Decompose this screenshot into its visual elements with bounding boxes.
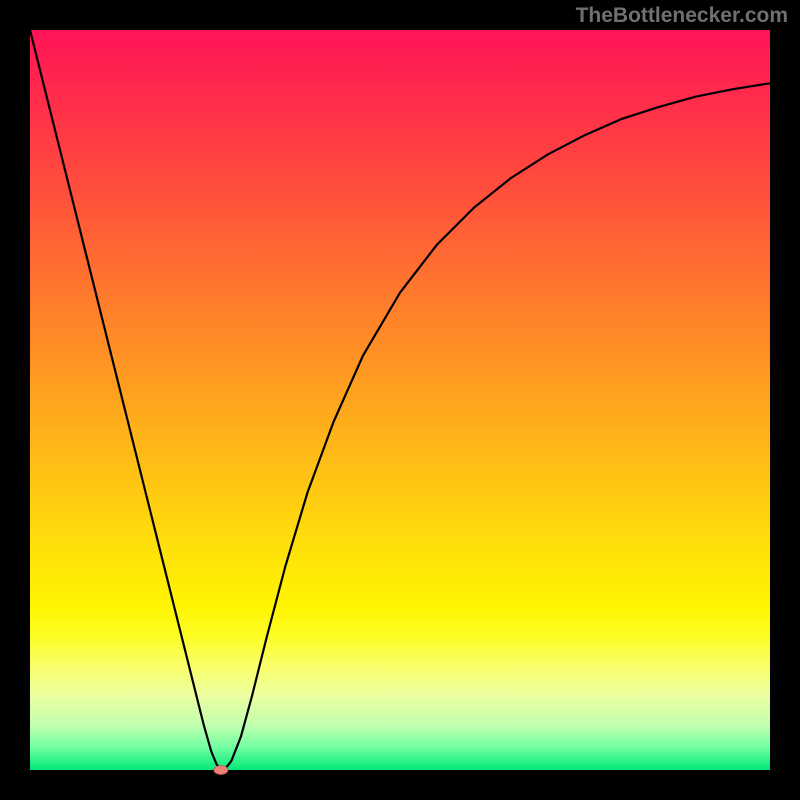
- watermark-text: TheBottlenecker.com: [576, 4, 788, 28]
- plot-background: [30, 30, 770, 770]
- chart-svg: [0, 0, 800, 800]
- optimum-marker: [214, 766, 228, 775]
- bottleneck-chart: TheBottlenecker.com: [0, 0, 800, 800]
